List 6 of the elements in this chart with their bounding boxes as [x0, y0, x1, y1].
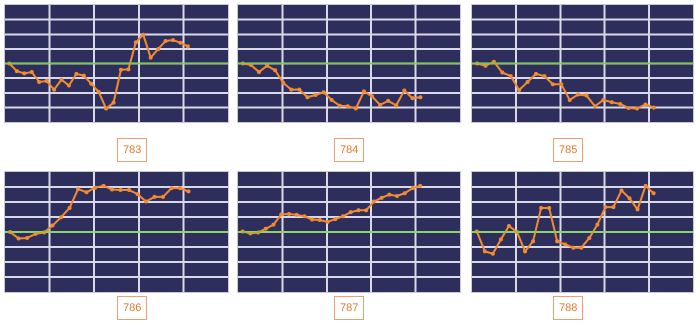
- text: 785: [559, 144, 578, 156]
- text: 787: [340, 302, 358, 314]
- text: 784: [340, 144, 358, 156]
- text: 788: [559, 302, 578, 314]
- text: 783: [123, 144, 142, 156]
- text: 786: [123, 302, 142, 314]
